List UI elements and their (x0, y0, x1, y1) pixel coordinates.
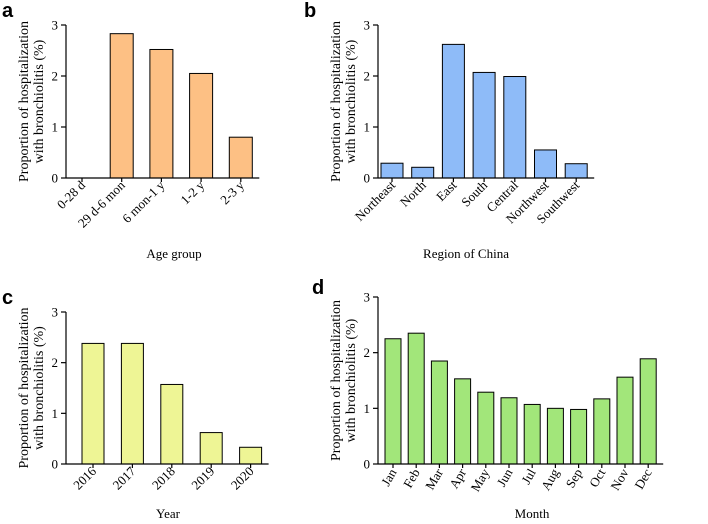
bar-29-d-6-mon (109, 33, 134, 179)
x-tick-label: 2020 (228, 464, 257, 493)
bar-aug (546, 407, 564, 465)
x-axis-title: Age group (146, 246, 201, 261)
y-axis-title: with bronchiolitis (%) (344, 318, 359, 442)
panel-letter-a: a (2, 0, 14, 22)
y-tick-label: 3 (52, 305, 59, 320)
y-tick-label: 1 (364, 401, 371, 416)
x-tick-label: Oct (586, 466, 609, 490)
x-tick-label: 6 mon-1 y (119, 177, 168, 226)
bar-may (477, 391, 495, 465)
bar-east (441, 43, 465, 179)
bar-north (411, 166, 435, 179)
x-tick-label: North (397, 177, 429, 209)
y-tick-label: 2 (364, 69, 371, 84)
x-tick-label: East (433, 177, 460, 204)
x-tick-label: Jul (518, 466, 539, 487)
bar-2017 (120, 342, 144, 465)
bar-sep (570, 408, 588, 465)
y-tick-label: 2 (364, 345, 371, 360)
bar-southwest (564, 163, 588, 179)
x-axis-title: Region of China (423, 246, 509, 261)
bar-feb (407, 332, 425, 465)
bar-2020 (239, 446, 263, 465)
y-axis-title: with bronchiolitis (%) (32, 326, 47, 450)
x-axis-title: Month (515, 506, 550, 521)
bar-1-2-y (189, 72, 214, 179)
x-tick-label: Dec (631, 466, 655, 492)
bar-2-3-y (228, 136, 253, 179)
y-axis-title: Proportion of hospitalization (17, 21, 32, 182)
y-tick-label: 1 (52, 120, 59, 135)
y-axis-title: Proportion of hospitalization (329, 21, 344, 182)
x-tick-label: 1-2 y (177, 177, 207, 207)
x-tick-label: Jun (494, 466, 516, 490)
bar-2019 (199, 432, 223, 465)
panel-letter-b: b (304, 0, 316, 22)
x-tick-label: Mar (422, 465, 446, 492)
bar-northeast (380, 162, 404, 179)
x-tick-label: 2016 (70, 463, 99, 492)
bar-south (472, 71, 496, 179)
y-tick-label: 2 (52, 355, 59, 370)
x-tick-label: 2018 (149, 464, 178, 493)
bar-jun (500, 397, 518, 465)
bar-6-mon-1-y (149, 48, 174, 179)
x-tick-label: Jan (378, 466, 400, 489)
bar-nov (616, 376, 634, 465)
bar-apr (454, 378, 472, 465)
y-tick-label: 0 (52, 171, 59, 186)
y-axis-title: with bronchiolitis (%) (32, 39, 47, 163)
y-tick-label: 0 (52, 457, 59, 472)
bar-2018 (160, 383, 184, 465)
x-tick-label: Northeast (352, 177, 399, 224)
y-tick-label: 1 (52, 406, 59, 421)
bar-oct (593, 398, 611, 465)
y-tick-label: 3 (52, 18, 59, 33)
bar-dec (639, 358, 657, 465)
y-tick-label: 1 (364, 120, 371, 135)
bar-2016 (81, 342, 105, 465)
panel-c: c 0 1 2 3 2016 2017 2018 2019 2020 Proportion of h… (2, 287, 269, 521)
x-tick-label: Apr (446, 465, 469, 491)
x-tick-label: Aug (538, 466, 562, 493)
bar-jan (384, 338, 402, 465)
y-axis-title: Proportion of hospitalization (17, 308, 32, 469)
y-axis-title: Proportion of hospitalization (329, 300, 344, 461)
x-tick-label: Feb (400, 466, 423, 490)
y-tick-label: 3 (364, 290, 371, 305)
x-axis-title: Year (156, 506, 181, 521)
x-tick-label: Sep (562, 466, 585, 490)
x-tick-label: May (467, 466, 492, 495)
y-tick-label: 0 (364, 457, 371, 472)
bar-northwest (534, 149, 557, 179)
x-tick-label: 2-3 y (217, 177, 247, 207)
y-axis-title: with bronchiolitis (%) (344, 39, 359, 163)
bar-central (503, 76, 527, 179)
bar-mar (430, 360, 448, 465)
y-tick-label: 2 (52, 69, 59, 84)
y-tick-label: 3 (364, 18, 371, 33)
panel-letter-d: d (312, 277, 324, 299)
x-tick-label: Nov (607, 466, 631, 493)
x-tick-label: 2017 (110, 463, 139, 492)
y-tick-label: 0 (364, 171, 371, 186)
bar-jul (523, 403, 541, 465)
x-tick-label: 0-28 d (54, 177, 89, 212)
x-tick-label: 2019 (188, 464, 217, 493)
panel-letter-c: c (2, 287, 13, 309)
